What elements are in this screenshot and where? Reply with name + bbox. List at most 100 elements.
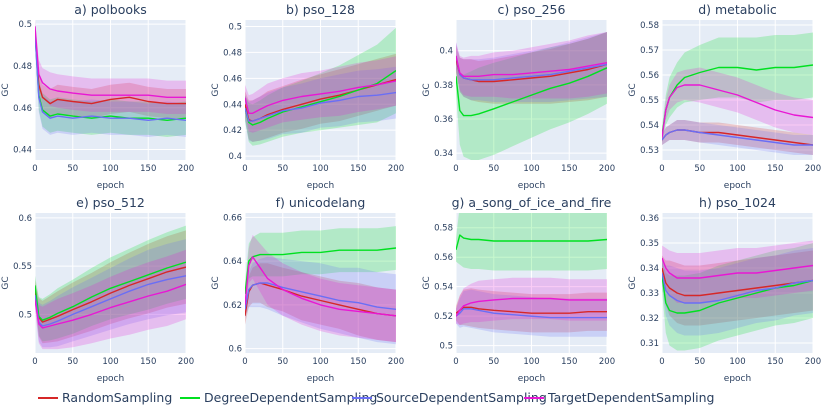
band-SourceDependentSampling xyxy=(456,32,607,102)
y-axis-label: GC xyxy=(1,276,11,289)
band-TargetDependentSampling xyxy=(245,234,396,343)
x-tick-label: 0 xyxy=(32,164,37,174)
y-tick-label: 0.55 xyxy=(13,262,32,272)
line-RandomSampling xyxy=(35,266,186,323)
x-tick-label: 100 xyxy=(729,164,745,174)
y-tick-label: 0.62 xyxy=(223,301,242,311)
x-axis-label: epoch xyxy=(518,374,545,384)
y-axis-label: GC xyxy=(628,83,638,96)
x-tick-label: 100 xyxy=(312,164,328,174)
y-tick-label: 0.36 xyxy=(640,214,659,224)
x-tick-label: 0 xyxy=(242,164,247,174)
y-tick-label: 0.64 xyxy=(223,257,242,267)
y-tick-label: 0.66 xyxy=(223,213,242,223)
band-RandomSampling xyxy=(456,32,607,104)
x-tick-label: 0 xyxy=(453,164,458,174)
x-tick-label: 150 xyxy=(140,357,156,367)
subplot-1: 0 50 100 150 200 0.44 0.46 0.48 0.5 a) polbooks ep… xyxy=(1,2,194,191)
line-DegreeDependentSampling xyxy=(456,67,607,117)
y-tick-label: 0.35 xyxy=(640,239,659,249)
y-tick-label: 0.56 xyxy=(434,253,453,263)
y-tick-label: 0.5 xyxy=(228,22,242,32)
y-tick-label: 0.31 xyxy=(640,339,659,349)
y-tick-label: 0.6 xyxy=(18,214,32,224)
y-tick-label: 0.5 xyxy=(439,342,453,352)
x-axis-label: epoch xyxy=(97,181,124,191)
y-tick-label: 0.54 xyxy=(434,283,453,293)
y-tick-label: 0.42 xyxy=(223,126,242,136)
x-tick-label: 50 xyxy=(67,357,78,367)
y-axis-label: GC xyxy=(628,276,638,289)
band-SourceDependentSampling xyxy=(245,66,396,142)
legend-label: DegreeDependentSampling xyxy=(204,390,377,405)
subplot-grid: 0 50 100 150 200 0.44 0.46 0.48 0.5 a) polbooks ep… xyxy=(1,2,821,384)
band-DegreeDependentSampling xyxy=(245,226,396,305)
legend-item-SourceDependentSampling: SourceDependentSampling xyxy=(352,390,547,405)
legend-item-TargetDependentSampling: TargetDependentSampling xyxy=(524,390,715,405)
y-tick-label: 0.5 xyxy=(18,20,32,30)
line-SourceDependentSampling xyxy=(245,91,396,122)
y-tick-label: 0.38 xyxy=(434,81,453,91)
line-DegreeDependentSampling xyxy=(35,261,186,321)
band-DegreeDependentSampling xyxy=(35,225,186,342)
subplot-2: 0 50 100 150 200 0.4 0.42 0.44 0.46 0.48 0.5 b) pso… xyxy=(211,2,404,191)
x-tick-label: 100 xyxy=(729,357,745,367)
y-tick-label: 0.54 xyxy=(640,121,659,131)
x-axis-label: epoch xyxy=(307,374,334,384)
legend-item-DegreeDependentSampling: DegreeDependentSampling xyxy=(180,390,377,405)
y-tick-label: 0.44 xyxy=(223,100,242,110)
y-tick-label: 0.33 xyxy=(640,289,659,299)
x-tick-label: 150 xyxy=(140,164,156,174)
line-DegreeDependentSampling xyxy=(456,234,607,250)
y-axis-label: GC xyxy=(422,83,432,96)
line-SourceDependentSampling xyxy=(35,32,186,122)
x-tick-label: 200 xyxy=(178,357,194,367)
y-tick-label: 0.48 xyxy=(13,62,32,72)
x-tick-label: 50 xyxy=(694,357,705,367)
y-tick-label: 0.55 xyxy=(640,96,659,106)
y-tick-label: 0.52 xyxy=(434,312,453,322)
y-tick-label: 0.48 xyxy=(223,48,242,58)
x-tick-label: 150 xyxy=(767,164,783,174)
x-tick-label: 0 xyxy=(453,357,458,367)
y-tick-label: 0.58 xyxy=(640,21,659,31)
subplot-title: g) a_song_of_ice_and_fire xyxy=(452,195,612,210)
y-axis-label: GC xyxy=(1,83,11,96)
x-axis-label: epoch xyxy=(724,374,751,384)
x-tick-label: 150 xyxy=(350,357,366,367)
line-SourceDependentSampling xyxy=(456,308,607,319)
y-tick-label: 0.34 xyxy=(434,149,453,159)
series-lines xyxy=(456,234,607,319)
y-tick-label: 0.57 xyxy=(640,46,659,56)
x-tick-label: 150 xyxy=(561,357,577,367)
line-TargetDependentSampling xyxy=(35,283,186,329)
subplot-6: 0 50 100 150 200 0.6 0.62 0.64 0.66 f) unicodelan… xyxy=(211,195,404,384)
x-tick-label: 150 xyxy=(767,357,783,367)
subplot-title: d) metabolic xyxy=(698,2,777,17)
band-RandomSampling xyxy=(245,53,396,142)
x-tick-label: 100 xyxy=(523,164,539,174)
confidence-bands xyxy=(245,27,396,146)
x-tick-label: 50 xyxy=(488,164,499,174)
line-TargetDependentSampling xyxy=(35,26,186,99)
y-tick-label: 0.4 xyxy=(439,47,453,57)
band-DegreeDependentSampling xyxy=(456,32,607,160)
subplot-3: 0 50 100 150 200 0.34 0.36 0.38 0.4 c) pso_256epo… xyxy=(422,2,615,191)
series-lines xyxy=(662,257,813,314)
band-DegreeDependentSampling xyxy=(245,27,396,146)
series-lines xyxy=(35,261,186,329)
legend-label: RandomSampling xyxy=(62,390,172,405)
y-tick-label: 0.32 xyxy=(640,314,659,324)
x-tick-label: 200 xyxy=(388,164,404,174)
y-tick-label: 0.58 xyxy=(434,224,453,234)
y-tick-label: 0.46 xyxy=(13,104,32,114)
line-TargetDependentSampling xyxy=(245,256,396,317)
x-axis-label: epoch xyxy=(307,181,334,191)
band-DegreeDependentSampling xyxy=(35,26,186,137)
x-tick-label: 200 xyxy=(388,357,404,367)
y-tick-label: 0.46 xyxy=(223,74,242,84)
subplot-4: 0 50 100 150 200 0.53 0.54 0.55 0.56 0.57 0.58 d) m… xyxy=(628,2,821,191)
confidence-bands xyxy=(456,32,607,160)
subplot-title: a) polbooks xyxy=(74,2,147,17)
